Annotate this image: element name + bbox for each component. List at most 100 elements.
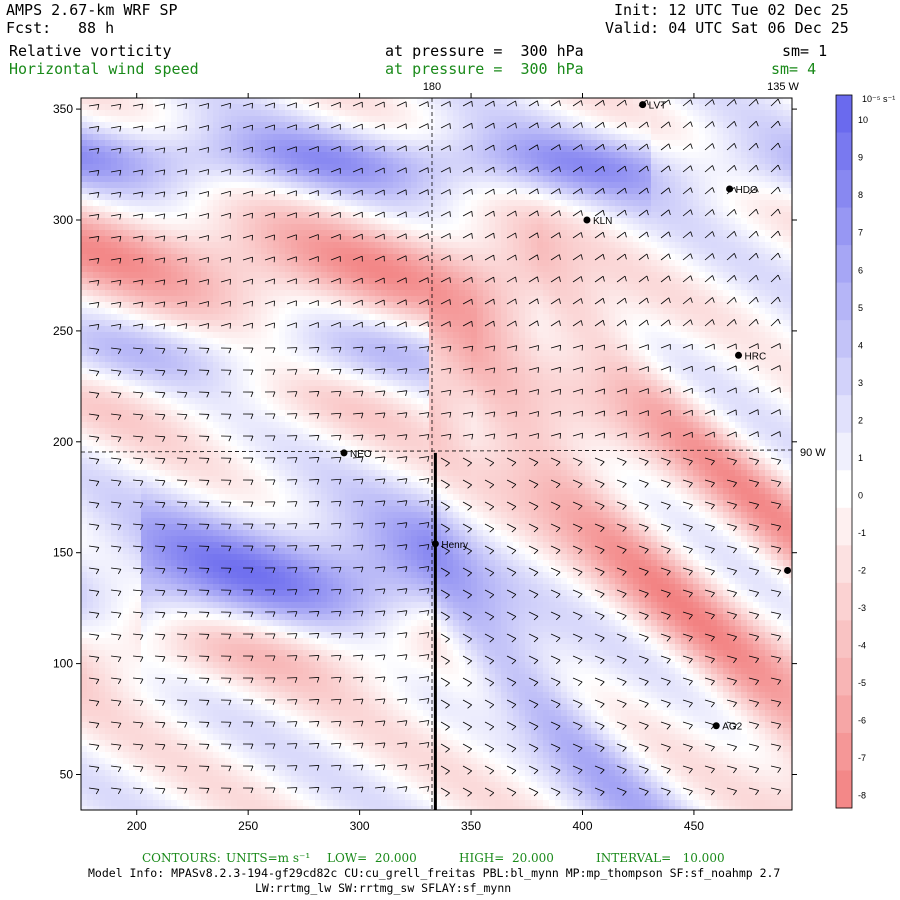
field-cell <box>459 272 466 279</box>
field-cell <box>159 302 166 309</box>
field-cell <box>237 278 244 285</box>
field-cell <box>339 320 346 327</box>
field-cell <box>567 266 574 273</box>
field-cell <box>327 212 334 219</box>
field-cell <box>627 104 634 111</box>
field-cell <box>471 302 478 309</box>
field-cell <box>117 122 124 129</box>
field-cell <box>363 296 370 303</box>
field-cell <box>519 320 526 327</box>
field-cell <box>741 224 748 231</box>
field-cell <box>621 236 628 243</box>
field-cell <box>111 326 118 333</box>
field-cell <box>435 170 442 177</box>
field-cell <box>561 224 568 231</box>
field-cell <box>567 326 574 333</box>
field-cell <box>345 182 352 189</box>
field-cell <box>279 128 286 135</box>
field-cell <box>765 266 772 273</box>
field-cell <box>435 212 442 219</box>
field-cell <box>687 272 694 279</box>
field-cell <box>621 320 628 327</box>
field-cell <box>207 98 214 105</box>
field-cell <box>255 134 262 141</box>
field-cell <box>273 134 280 141</box>
field-cell <box>183 206 190 213</box>
field-cell <box>783 206 790 213</box>
field-cell <box>651 152 658 159</box>
field-cell <box>345 104 352 111</box>
field-cell <box>759 326 766 333</box>
field-cell <box>573 212 580 219</box>
field-cell <box>183 158 190 165</box>
field-cell <box>297 332 304 339</box>
field-cell <box>183 116 190 123</box>
field-cell <box>327 284 334 291</box>
field-cell <box>243 152 250 159</box>
field-cell <box>339 170 346 177</box>
field-cell <box>81 116 88 123</box>
field-cell <box>579 140 586 147</box>
field-cell <box>423 260 430 267</box>
field-cell <box>213 140 220 147</box>
field-cell <box>675 302 682 309</box>
field-cell <box>723 332 730 339</box>
field-cell <box>273 158 280 165</box>
field-cell <box>231 338 238 345</box>
field-cell <box>687 224 694 231</box>
field-cell <box>381 182 388 189</box>
field-cell <box>369 176 376 183</box>
field-cell <box>405 110 412 117</box>
field-cell <box>315 140 322 147</box>
field-cell <box>687 338 694 345</box>
field-cell <box>633 314 640 321</box>
field-cell <box>609 110 616 117</box>
field-cell <box>507 230 514 237</box>
field-cell <box>411 242 418 249</box>
field-cell <box>345 242 352 249</box>
field-cell <box>219 272 226 279</box>
field-cell <box>135 140 142 147</box>
field-cell <box>381 332 388 339</box>
field-cell <box>339 206 346 213</box>
field-cell <box>339 176 346 183</box>
field-cell <box>237 284 244 291</box>
field-cell <box>741 182 748 189</box>
field-cell <box>621 260 628 267</box>
field-cell <box>105 170 112 177</box>
field-cell <box>699 140 706 147</box>
field-cell <box>345 152 352 159</box>
field-cell <box>459 176 466 183</box>
field-cell <box>369 212 376 219</box>
field-cell <box>87 314 94 321</box>
field-cell <box>759 98 766 105</box>
field-cell <box>645 266 652 273</box>
field-cell <box>93 182 100 189</box>
field-cell <box>363 116 370 123</box>
field-cell <box>681 122 688 129</box>
field-cell <box>435 332 442 339</box>
field-cell <box>267 278 274 285</box>
field-cell <box>153 248 160 255</box>
field-cell <box>645 272 652 279</box>
field-cell <box>705 314 712 321</box>
field-cell <box>777 314 784 321</box>
field-cell <box>699 272 706 279</box>
field-cell <box>393 254 400 261</box>
field-cell <box>267 272 274 279</box>
field-cell <box>687 248 694 255</box>
field-cell <box>651 188 658 195</box>
field-cell <box>699 128 706 135</box>
field-cell <box>165 110 172 117</box>
field-cell <box>297 212 304 219</box>
field-cell <box>405 326 412 333</box>
field-cell <box>279 272 286 279</box>
field-cell <box>669 104 676 111</box>
field-cell <box>381 266 388 273</box>
field-cell <box>525 248 532 255</box>
field-cell <box>273 170 280 177</box>
field-cell <box>237 206 244 213</box>
field-cell <box>243 272 250 279</box>
field-cell <box>333 230 340 237</box>
field-cell <box>87 158 94 165</box>
